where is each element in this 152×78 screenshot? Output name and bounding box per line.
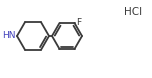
- Text: HN: HN: [2, 32, 16, 40]
- Text: F: F: [76, 18, 81, 27]
- Text: HCl: HCl: [124, 7, 142, 17]
